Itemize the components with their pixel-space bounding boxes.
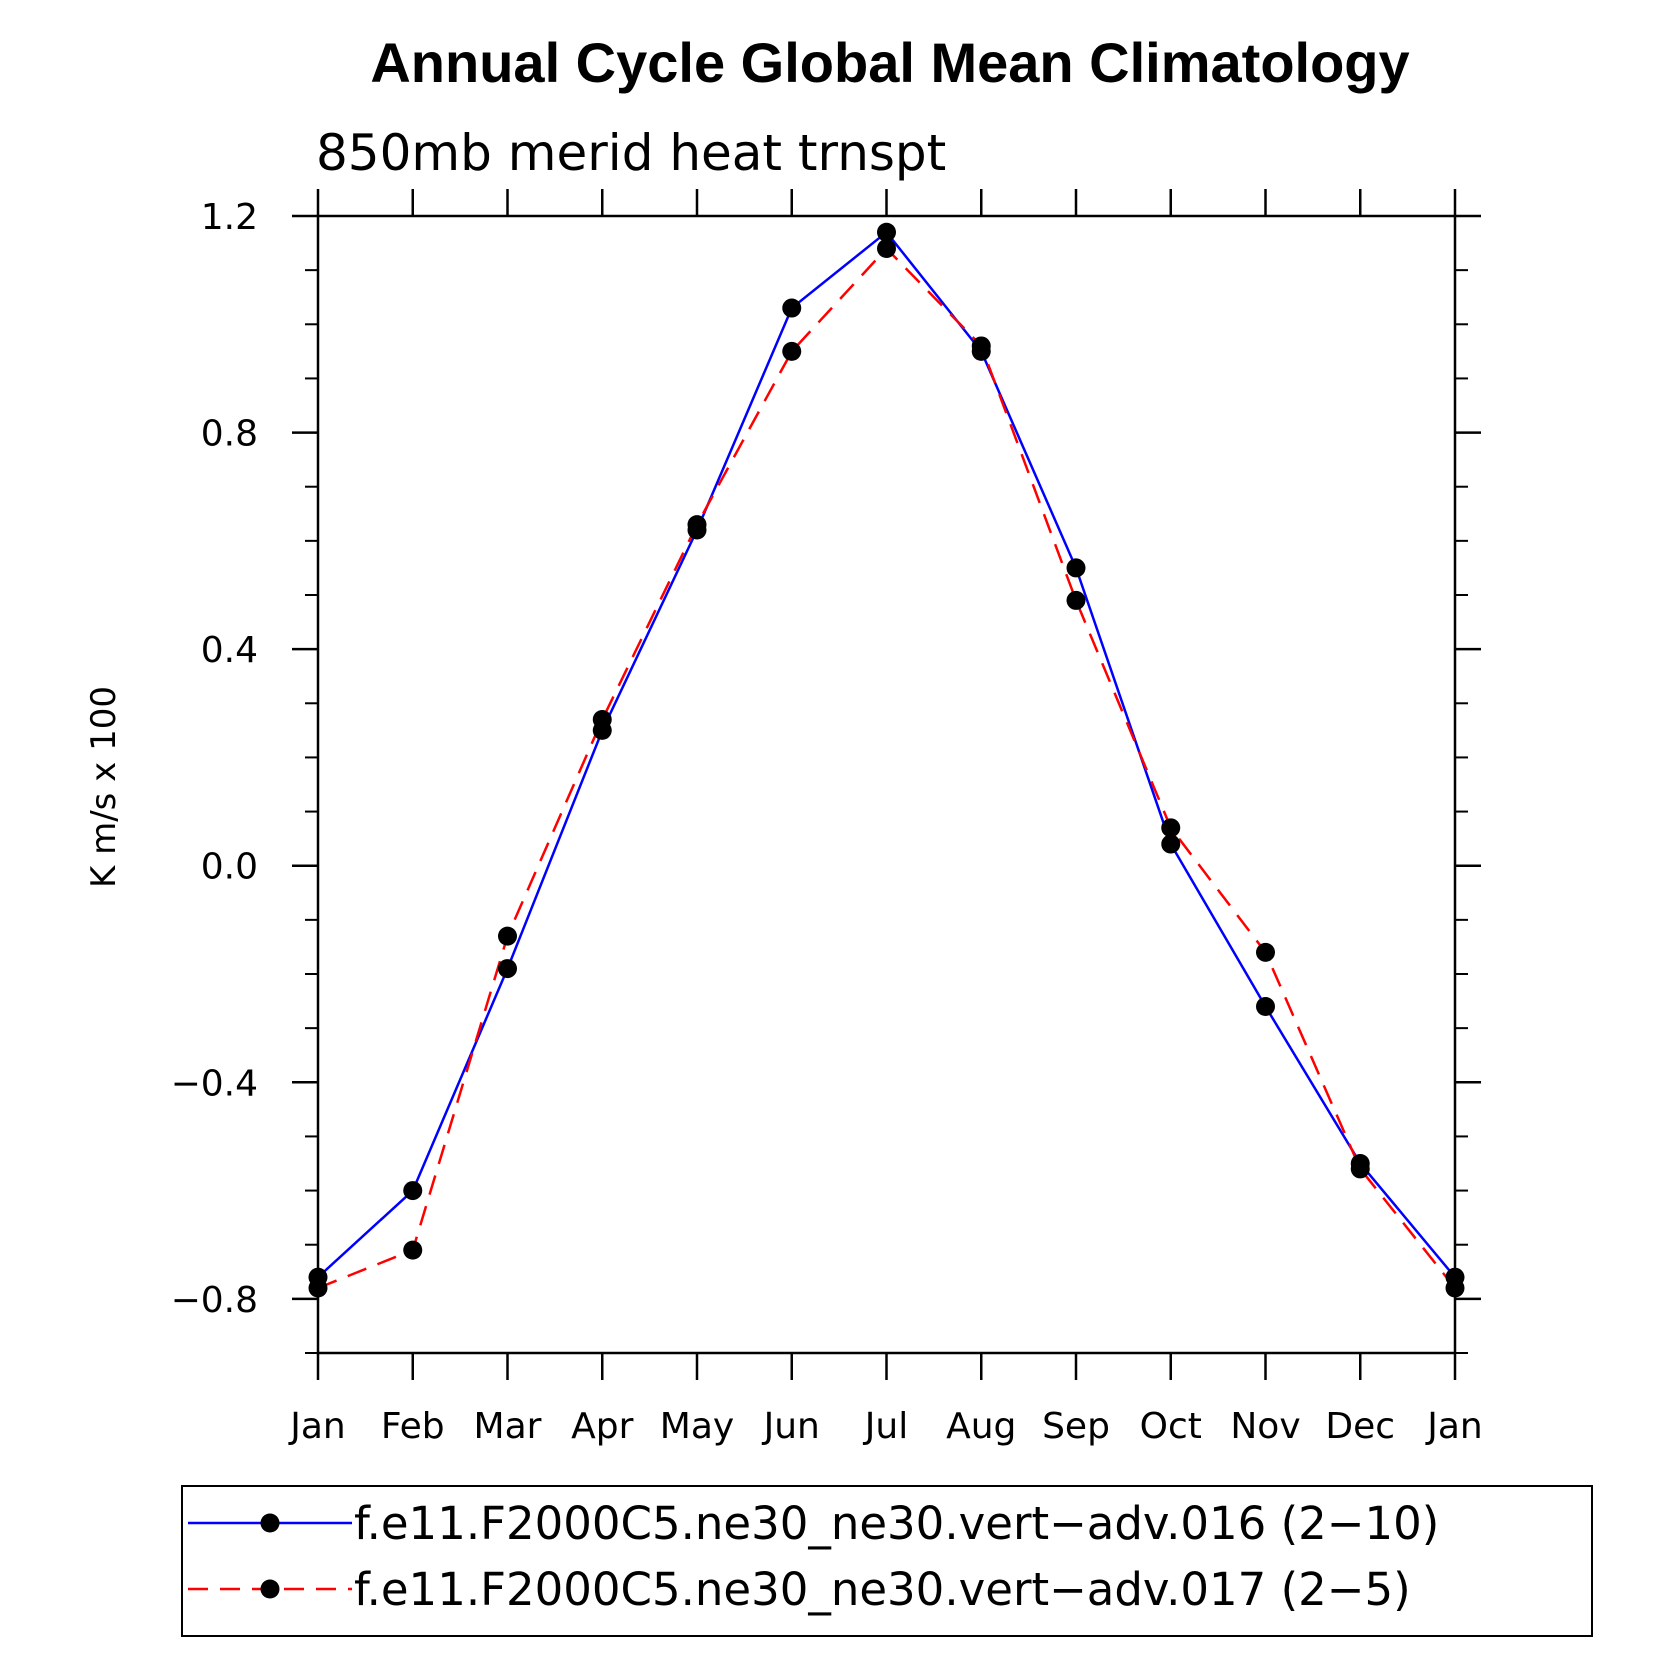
- plot-frame: [316, 214, 1457, 1355]
- series-2-point: [782, 341, 802, 361]
- x-tick-label: Aug: [946, 1406, 1016, 1447]
- series-2-point: [1256, 942, 1275, 962]
- x-tick-label: Jan: [1425, 1406, 1483, 1447]
- y-tick-label: −0.4: [171, 1063, 258, 1104]
- series-1-point: [877, 222, 896, 242]
- legend-marker-1: [260, 1513, 280, 1533]
- x-axis: Jan Feb Mar Apr May Jun Jul Aug Sep Oct Nov Dec Jan: [288, 189, 1483, 1447]
- series-1-point: [1256, 996, 1275, 1016]
- series-1-point: [403, 1181, 423, 1201]
- x-tick-label: Apr: [571, 1406, 633, 1447]
- plot-border: [316, 214, 1457, 1355]
- y-axis: 1.2 0.8 0.4 0.0 −0.4 −0.8: [171, 197, 1481, 1354]
- series-layer: [308, 222, 1465, 1298]
- series-2-point: [592, 710, 612, 730]
- legend: f.e11.F2000C5.ne30_ne30.vert−adv.016 (2−…: [181, 1485, 1593, 1637]
- legend-label-2: f.e11.F2000C5.ne30_ne30.vert−adv.017 (2−…: [354, 1563, 1411, 1616]
- series-2-point: [971, 336, 991, 356]
- series-2-point: [1161, 818, 1181, 838]
- series-2-point: [308, 1278, 328, 1298]
- series-2-point: [1066, 590, 1086, 610]
- y-tick-label: 1.2: [201, 197, 258, 238]
- x-tick-label: Nov: [1230, 1406, 1300, 1447]
- x-tick-label: Sep: [1042, 1406, 1110, 1447]
- legend-box: [181, 1485, 1593, 1637]
- legend-items: f.e11.F2000C5.ne30_ne30.vert−adv.016 (2−…: [188, 1497, 1439, 1616]
- series-2-point: [687, 515, 707, 535]
- x-tick-label: Feb: [381, 1406, 445, 1447]
- chart-subtitle: 850mb merid heat trnspt: [316, 124, 946, 182]
- y-axis-label: K m/s x 100: [84, 686, 124, 888]
- legend-label-1: f.e11.F2000C5.ne30_ne30.vert−adv.016 (2−…: [354, 1497, 1439, 1550]
- series-2-point: [877, 238, 896, 258]
- x-tick-label: Oct: [1140, 1406, 1202, 1447]
- y-tick-label: 0.8: [201, 414, 258, 455]
- series-line-2: [317, 246, 1456, 1290]
- x-tick-label: Mar: [474, 1406, 542, 1447]
- series-1-point: [498, 959, 517, 979]
- legend-marker-2: [260, 1579, 280, 1599]
- series-1-point: [1066, 558, 1086, 578]
- series-2-point: [403, 1240, 423, 1260]
- y-tick-label: 0.4: [201, 630, 258, 671]
- series-2-point: [1445, 1278, 1465, 1298]
- y-tick-label: 0.0: [201, 847, 258, 888]
- series-1-point: [782, 298, 802, 318]
- x-tick-label: Jul: [863, 1406, 908, 1447]
- series-1-point: [1161, 834, 1181, 854]
- x-tick-label: Dec: [1325, 1406, 1395, 1447]
- series-2-point: [1350, 1159, 1370, 1179]
- x-tick-label: Jan: [288, 1406, 346, 1447]
- x-tick-label: May: [660, 1406, 734, 1447]
- y-tick-label: −0.8: [171, 1280, 258, 1321]
- series-2-point: [498, 926, 517, 946]
- chart-title: Annual Cycle Global Mean Climatology: [370, 31, 1409, 94]
- x-tick-label: Jun: [762, 1406, 820, 1447]
- series-line-1: [317, 230, 1456, 1279]
